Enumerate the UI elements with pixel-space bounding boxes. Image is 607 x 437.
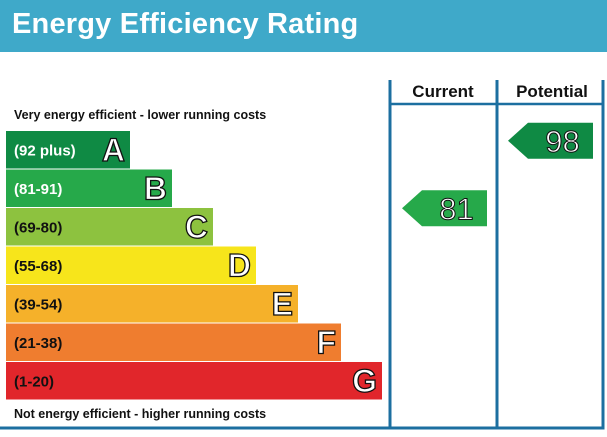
band-d-bar xyxy=(6,246,256,284)
band-f-range: (21-38) xyxy=(14,335,62,352)
band-g-range: (1-20) xyxy=(14,373,54,390)
band-a-letter: A xyxy=(102,132,125,168)
current-rating-value: 81 xyxy=(439,191,473,226)
top-caption: Very energy efficient - lower running co… xyxy=(14,108,267,122)
band-b-range: (81-91) xyxy=(14,181,62,198)
band-a-range: (92 plus) xyxy=(14,142,76,159)
band-f-letter: F xyxy=(316,324,336,360)
potential-rating-value: 98 xyxy=(545,124,579,159)
band-a-bar xyxy=(6,131,130,169)
band-g-letter: G xyxy=(352,363,377,399)
header-bar: Energy Efficiency Rating xyxy=(0,0,607,52)
band-g-bar xyxy=(6,362,382,400)
band-e-letter: E xyxy=(272,286,293,322)
potential-rating-arrow xyxy=(508,122,593,159)
band-e-range: (39-54) xyxy=(14,296,62,313)
chart-title: Energy Efficiency Rating xyxy=(12,8,359,40)
potential-column-header: Potential xyxy=(516,82,588,101)
band-c-range: (69-80) xyxy=(14,219,62,236)
band-e-bar xyxy=(6,285,298,323)
current-column-header: Current xyxy=(412,82,474,101)
band-b-letter: B xyxy=(144,170,167,206)
band-b-bar xyxy=(6,169,172,207)
band-d-letter: D xyxy=(228,247,251,283)
band-d-range: (55-68) xyxy=(14,258,62,275)
band-c-letter: C xyxy=(185,209,208,245)
band-f-bar xyxy=(6,323,341,361)
bottom-caption: Not energy efficient - higher running co… xyxy=(14,407,267,421)
current-rating-arrow xyxy=(402,190,487,227)
band-c-bar xyxy=(6,208,213,246)
